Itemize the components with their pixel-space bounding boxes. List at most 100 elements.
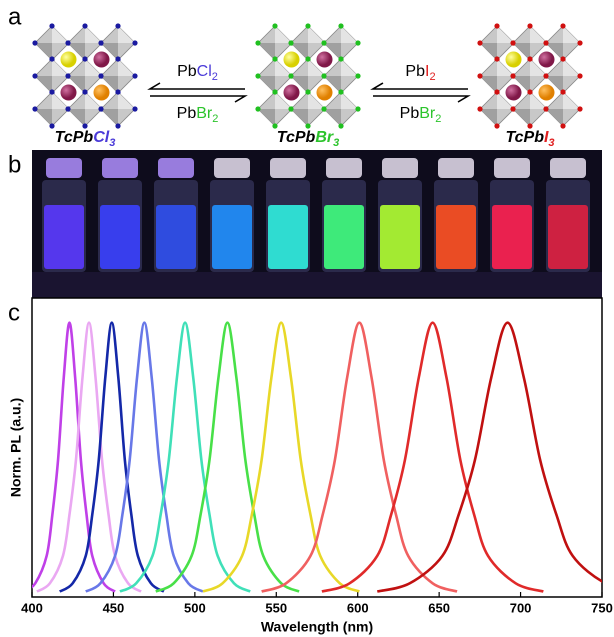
octahedron-face	[101, 76, 118, 93]
formula-subscript: 3	[548, 137, 554, 149]
pl-curve	[376, 321, 602, 593]
structure-label: TcPbBr3	[277, 129, 339, 149]
halide-atom	[543, 106, 549, 112]
halide-atom	[49, 123, 55, 129]
pl-curve	[58, 321, 165, 593]
octahedron-face	[258, 43, 275, 60]
halide-atom	[305, 89, 311, 95]
pl-curve	[261, 321, 458, 593]
cation	[93, 51, 110, 68]
cation	[538, 84, 555, 101]
pl-curve	[202, 321, 360, 593]
octahedron-face	[513, 43, 530, 60]
octahedron-face	[530, 92, 547, 109]
halide-atom	[494, 56, 500, 62]
halide-atom	[98, 106, 104, 112]
formula-halide: I	[544, 129, 549, 146]
octahedron-face	[341, 59, 358, 76]
octahedron-face	[530, 26, 547, 43]
octahedron-face	[258, 76, 275, 93]
vial-cap	[438, 158, 474, 178]
octahedron-face	[35, 109, 52, 126]
photo-floor	[32, 272, 602, 298]
halide-atom	[255, 40, 261, 46]
halide-atom	[510, 73, 516, 79]
halide-atom	[477, 106, 483, 112]
vial-liquid	[380, 205, 420, 269]
halide-atom	[305, 23, 311, 29]
octahedron-face	[68, 76, 85, 93]
octahedron-face	[497, 92, 514, 109]
lattice	[477, 23, 583, 129]
octahedron-face	[563, 59, 580, 76]
octahedron-face	[35, 43, 52, 60]
cation	[283, 84, 300, 101]
structure-label: TcPbCl3	[55, 129, 116, 149]
halide-atom	[98, 40, 104, 46]
halide-atom	[527, 23, 533, 29]
vial-cap	[214, 158, 250, 178]
octahedron-face	[546, 109, 563, 126]
formula-halide: Br	[196, 105, 213, 122]
halide-atom	[272, 89, 278, 95]
x-tick-label: 500	[184, 600, 206, 615]
octahedron-face	[563, 26, 580, 43]
halide-atom	[355, 73, 361, 79]
halide-atom	[32, 106, 38, 112]
halide-atom	[288, 73, 294, 79]
halide-atom	[560, 56, 566, 62]
halide-atom	[82, 23, 88, 29]
octahedron-face	[85, 92, 102, 109]
halide-atom	[115, 89, 121, 95]
halide-atom	[32, 40, 38, 46]
halide-atom	[321, 106, 327, 112]
octahedron-face	[324, 76, 341, 93]
halide-atom	[494, 89, 500, 95]
formula-halide: Cl	[93, 129, 110, 146]
formula-subscript: 2	[212, 71, 218, 83]
x-tick-label: 750	[591, 600, 613, 615]
halide-atom	[115, 123, 121, 129]
plot-area	[32, 321, 602, 593]
halide-atom	[355, 106, 361, 112]
vial-cap	[550, 158, 586, 178]
octahedron-face	[546, 76, 563, 93]
formula-subscript: 3	[109, 137, 115, 149]
halide-atom	[510, 40, 516, 46]
halide-atom	[288, 106, 294, 112]
octahedron-face	[118, 26, 135, 43]
octahedron-face	[35, 76, 52, 93]
octahedron-face	[118, 92, 135, 109]
octahedron-face	[563, 92, 580, 109]
halide-atom	[255, 106, 261, 112]
halide-atom	[98, 73, 104, 79]
halide-atom	[82, 89, 88, 95]
halide-atom	[494, 123, 500, 129]
vial-liquid	[100, 205, 140, 269]
octahedron-face	[513, 76, 530, 93]
vial-cap	[494, 158, 530, 178]
x-axis-label: Wavelength (nm)	[261, 619, 373, 635]
halide-atom	[132, 73, 138, 79]
halide-atom	[338, 23, 344, 29]
formula-halide: Br	[315, 129, 334, 146]
octahedron-face	[68, 43, 85, 60]
halide-atom	[65, 106, 71, 112]
arrow	[150, 95, 248, 103]
formula-base: Pb	[177, 105, 197, 122]
x-tick-label: 700	[510, 600, 532, 615]
vial-liquid	[268, 205, 308, 269]
x-tick-label: 550	[265, 600, 287, 615]
formula-base: TcPb	[55, 129, 94, 146]
formula-base: Pb	[405, 63, 425, 80]
vial-liquid	[492, 205, 532, 269]
halide-atom	[355, 40, 361, 46]
vial-liquid	[548, 205, 588, 269]
halide-atom	[527, 56, 533, 62]
halide-atom	[577, 106, 583, 112]
octahedron-face	[513, 109, 530, 126]
formula-halide: Br	[419, 105, 436, 122]
halide-atom	[494, 23, 500, 29]
vial-liquid	[436, 205, 476, 269]
